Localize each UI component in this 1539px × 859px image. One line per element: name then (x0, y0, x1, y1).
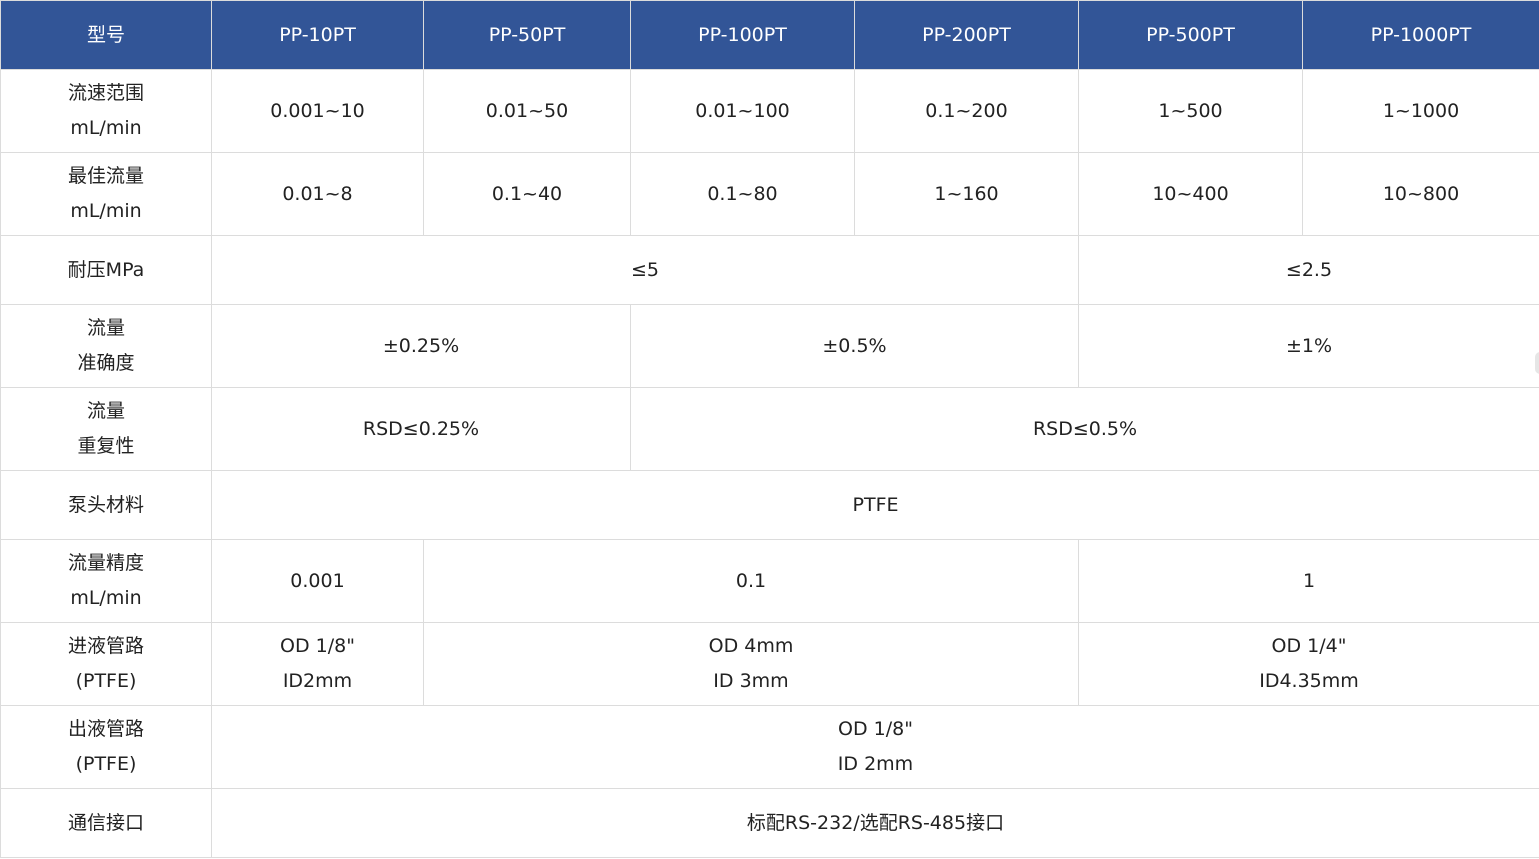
cell-line1: OD 4mm (708, 635, 794, 657)
row-label: 流量精度 mL/min (0, 539, 212, 623)
row-label-line2: mL/min (70, 200, 142, 222)
table-cell: PTFE (211, 470, 1539, 540)
table-cell: 0.1~80 (630, 152, 855, 236)
row-head-material: 泵头材料 PTFE (0, 470, 1539, 540)
table-cell: ±0.5% (630, 304, 1079, 388)
cell-line1: OD 1/4" (1271, 635, 1347, 657)
header-model-pp-50pt: PP-50PT (423, 0, 631, 70)
table-cell: OD 1/8" ID2mm (211, 622, 424, 706)
cell-line2: ID 2mm (837, 753, 914, 775)
row-label: 流量 准确度 (0, 304, 212, 388)
row-pressure: 耐压MPa ≤5 ≤2.5 (0, 235, 1539, 305)
table-cell: 1 (1078, 539, 1539, 623)
row-label: 出液管路 (PTFE) (0, 705, 212, 789)
row-flow-precision: 流量精度 mL/min 0.001 0.1 1 (0, 539, 1539, 623)
table-cell: OD 4mm ID 3mm (423, 622, 1079, 706)
row-label-line2: (PTFE) (75, 670, 137, 692)
table-cell: ≤5 (211, 235, 1079, 305)
row-label-line2: mL/min (70, 587, 142, 609)
table-cell: 10~800 (1302, 152, 1539, 236)
row-label: 耐压MPa (0, 235, 212, 305)
row-label-line1: 流量精度 (67, 552, 144, 574)
row-label: 进液管路 (PTFE) (0, 622, 212, 706)
cell-line1: OD 1/8" (280, 635, 355, 657)
header-model-pp-100pt: PP-100PT (630, 0, 855, 70)
row-inlet-tube: 进液管路 (PTFE) OD 1/8" ID2mm OD 4mm ID 3mm … (0, 622, 1539, 706)
header-model-label: 型号 (0, 0, 212, 70)
table-cell: 0.1~200 (854, 69, 1079, 153)
table-cell: 0.001~10 (211, 69, 424, 153)
cell-line2: ID 3mm (713, 670, 789, 692)
table-cell: 1~1000 (1302, 69, 1539, 153)
header-model-pp-10pt: PP-10PT (211, 0, 424, 70)
table-cell: 1~500 (1078, 69, 1303, 153)
row-outlet-tube: 出液管路 (PTFE) OD 1/8" ID 2mm (0, 705, 1539, 789)
row-label-line1: 流量 (86, 400, 125, 422)
row-accuracy: 流量 准确度 ±0.25% ±0.5% ±1% (0, 304, 1539, 388)
table-cell: 0.001 (211, 539, 424, 623)
row-label-line1: 进液管路 (67, 635, 144, 657)
header-model-pp-500pt: PP-500PT (1078, 0, 1303, 70)
cell-line2: ID4.35mm (1259, 670, 1359, 692)
row-label-line2: 重复性 (77, 435, 135, 457)
table-cell: 0.01~8 (211, 152, 424, 236)
table-cell: RSD≤0.25% (211, 387, 631, 471)
row-label-line1: 流速范围 (67, 82, 144, 104)
table-cell: OD 1/8" ID 2mm (211, 705, 1539, 789)
table-cell: 10~400 (1078, 152, 1303, 236)
header-model-pp-200pt: PP-200PT (854, 0, 1079, 70)
row-label-line1: 出液管路 (67, 718, 144, 740)
table-cell: 0.1~40 (423, 152, 631, 236)
table-cell: ±0.25% (211, 304, 631, 388)
table-cell: 0.01~50 (423, 69, 631, 153)
row-flow-range: 流速范围 mL/min 0.001~10 0.01~50 0.01~100 0.… (0, 69, 1539, 153)
table-cell: ≤2.5 (1078, 235, 1539, 305)
row-label-line2: (PTFE) (75, 753, 137, 775)
row-label: 通信接口 (0, 788, 212, 858)
row-label-line1: 最佳流量 (67, 165, 144, 187)
row-label: 泵头材料 (0, 470, 212, 540)
row-repeatability: 流量 重复性 RSD≤0.25% RSD≤0.5% (0, 387, 1539, 471)
table-cell: 0.01~100 (630, 69, 855, 153)
row-label: 流速范围 mL/min (0, 69, 212, 153)
scroll-handle[interactable] (1535, 352, 1539, 374)
row-optimal-flow: 最佳流量 mL/min 0.01~8 0.1~40 0.1~80 1~160 1… (0, 152, 1539, 236)
cell-line1: OD 1/8" (838, 718, 913, 740)
table-cell: 1~160 (854, 152, 1079, 236)
table-cell: RSD≤0.5% (630, 387, 1539, 471)
header-row: 型号 PP-10PT PP-50PT PP-100PT PP-200PT PP-… (0, 0, 1539, 70)
row-interface: 通信接口 标配RS-232/选配RS-485接口 (0, 788, 1539, 858)
header-model-pp-1000pt: PP-1000PT (1302, 0, 1539, 70)
row-label: 流量 重复性 (0, 387, 212, 471)
row-label-line2: mL/min (70, 117, 142, 139)
row-label-line1: 流量 (86, 317, 125, 339)
table-cell: ±1% (1078, 304, 1539, 388)
table-cell: 标配RS-232/选配RS-485接口 (211, 788, 1539, 858)
table-cell: OD 1/4" ID4.35mm (1078, 622, 1539, 706)
cell-line2: ID2mm (282, 670, 353, 692)
table-cell: 0.1 (423, 539, 1079, 623)
row-label: 最佳流量 mL/min (0, 152, 212, 236)
row-label-line2: 准确度 (77, 352, 135, 374)
